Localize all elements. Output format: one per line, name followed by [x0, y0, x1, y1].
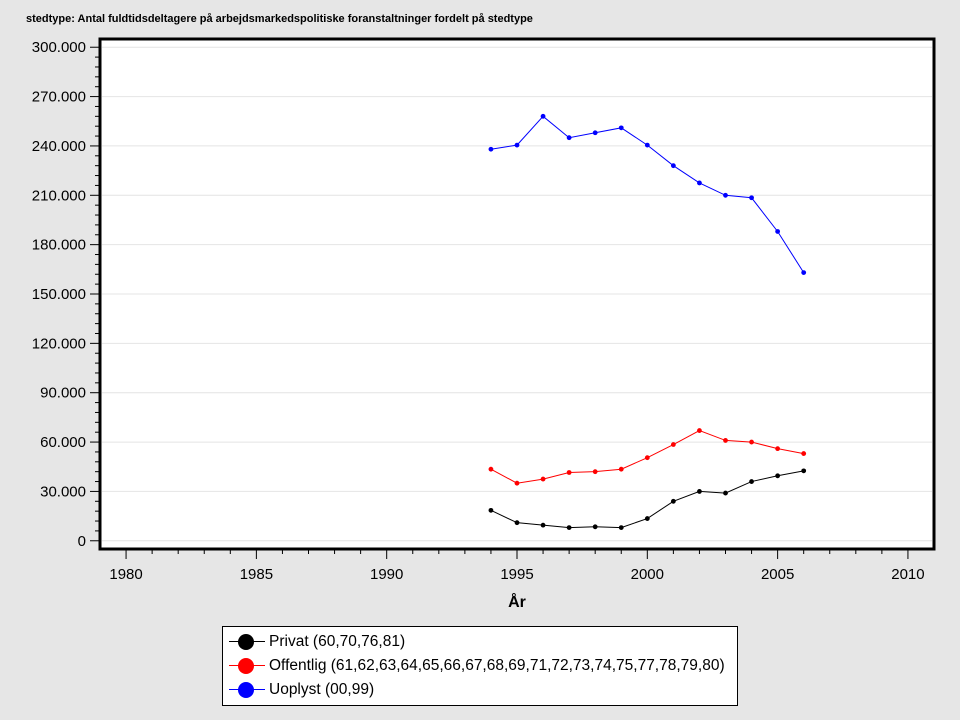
x-axis: 1980 1985 1990 1995 2000 2005 2010: [109, 549, 925, 583]
data-point: [749, 479, 754, 484]
data-point: [566, 470, 572, 475]
data-point: [618, 525, 624, 531]
data-point: [592, 469, 598, 475]
y-tick-label: 300.000: [32, 39, 86, 56]
data-point: [801, 468, 807, 474]
data-point: [644, 142, 650, 148]
x-tick-label: 1985: [240, 566, 273, 583]
data-point: [488, 146, 494, 152]
data-point: [514, 480, 520, 486]
data-point: [514, 142, 520, 148]
data-point: [670, 442, 676, 447]
y-tick-label: 210.000: [32, 187, 86, 204]
legend-swatch: [227, 632, 267, 652]
y-tick-label: 30.000: [40, 483, 86, 500]
data-point: [566, 525, 572, 531]
y-tick-label: 60.000: [40, 434, 86, 451]
series-layer: [488, 113, 807, 531]
data-point: [801, 270, 807, 276]
data-point: [749, 195, 754, 201]
legend-label: Offentlig (61,62,63,64,65,66,67,68,69,71…: [269, 657, 725, 674]
data-point: [540, 522, 546, 528]
chart-title: stedtype: Antal fuldtidsdeltagere på arb…: [26, 13, 533, 25]
legend-label: Privat (60,70,76,81): [269, 633, 406, 650]
data-point: [697, 489, 702, 494]
x-axis-title: År: [508, 592, 526, 611]
data-point: [592, 130, 598, 136]
data-point: [723, 490, 728, 496]
x-tick-label: 1980: [109, 566, 142, 583]
y-tick-label: 120.000: [32, 335, 86, 352]
data-point: [540, 113, 546, 119]
data-point: [670, 498, 676, 504]
data-point: [723, 192, 728, 198]
legend-label: Uoplyst (00,99): [269, 681, 375, 698]
data-point: [697, 180, 702, 186]
plot-frame: [98, 37, 936, 551]
legend-item: Privat (60,70,76,81): [223, 630, 737, 654]
data-point: [801, 451, 807, 456]
x-tick-label: 1990: [370, 566, 403, 583]
data-point: [618, 466, 624, 472]
y-axis: 0 30.000 60.000 90.000 120.000 150.000 180.000…: [32, 39, 100, 550]
legend: Privat (60,70,76,81) Offentlig (61,62,63,…: [222, 626, 738, 706]
legend-swatch: [227, 656, 267, 676]
x-tick-label: 2000: [631, 566, 664, 583]
y-tick-label: 180.000: [32, 237, 86, 254]
data-point: [644, 516, 650, 521]
data-point: [514, 520, 520, 526]
gridlines: [102, 46, 932, 542]
data-point: [749, 439, 754, 445]
line-chart: 0 30.000 60.000 90.000 120.000 150.000 180.000…: [32, 37, 936, 611]
data-point: [592, 524, 598, 530]
y-tick-label: 150.000: [32, 286, 86, 303]
data-point: [775, 229, 781, 234]
legend-swatch: [227, 680, 267, 700]
data-point: [566, 135, 572, 141]
legend-item: Offentlig (61,62,63,64,65,66,67,68,69,71…: [223, 654, 737, 678]
data-point: [488, 507, 494, 513]
y-tick-label: 90.000: [40, 385, 86, 402]
data-point: [723, 438, 728, 443]
data-point: [697, 428, 702, 433]
data-point: [644, 455, 650, 461]
data-point: [670, 163, 676, 169]
data-point: [775, 473, 781, 479]
data-point: [775, 446, 781, 452]
y-tick-label: 270.000: [32, 89, 86, 106]
legend-item: Uoplyst (00,99): [223, 678, 737, 702]
y-tick-label: 240.000: [32, 138, 86, 155]
data-point: [618, 125, 624, 131]
x-tick-label: 1995: [500, 566, 533, 583]
y-tick-label: 0: [78, 533, 86, 550]
x-tick-label: 2010: [891, 566, 924, 583]
data-point: [540, 476, 546, 482]
x-tick-label: 2005: [761, 566, 794, 583]
data-point: [488, 466, 494, 472]
